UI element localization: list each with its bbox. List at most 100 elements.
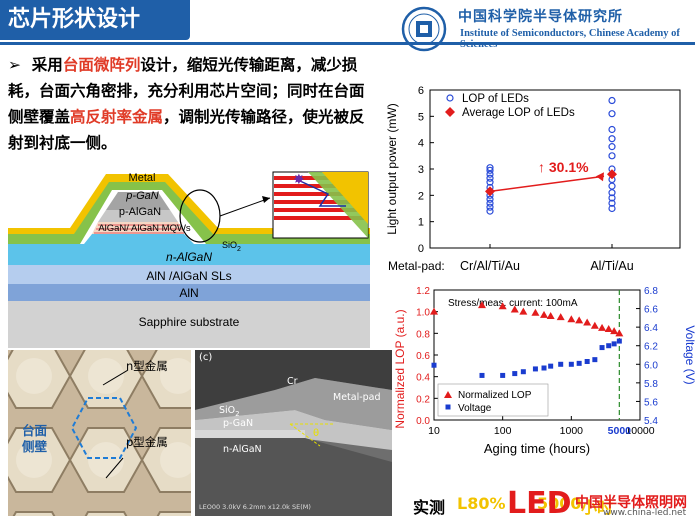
lop-point xyxy=(608,152,616,160)
lop-point xyxy=(608,182,616,190)
institute-logo-icon xyxy=(401,6,447,52)
description-paragraph: ➢ 采用台面微阵列设计，缩短光传输距离，减少损耗，台面六角密排，充分利用芯片空间… xyxy=(8,52,370,156)
y-tick-label: 1.0 xyxy=(416,308,430,319)
y-tick-label: 0.4 xyxy=(416,373,430,384)
lop-point xyxy=(486,207,494,215)
lop-point xyxy=(590,321,599,329)
y-tick-label: 4 xyxy=(418,138,424,150)
desc-text: 设计，缩短光传输距离，减少损耗，台面六角密排，充分利用芯片空间；同时在台面侧壁覆… xyxy=(8,56,365,126)
desc-highlight-mesa: 台面微阵列 xyxy=(62,56,141,74)
footer-banner: 实测 L80% 5000 小时 LED 中国半导体照明网 www.china-l… xyxy=(395,486,695,521)
legend-marker-lop xyxy=(444,391,452,398)
lop-point xyxy=(486,174,494,182)
legend-marker-lop xyxy=(446,94,454,102)
average-trend-line xyxy=(489,175,605,193)
lop-point xyxy=(556,313,565,321)
label-n-algan-sem: n-AlGaN xyxy=(223,444,262,455)
lop-point xyxy=(531,308,540,316)
voltage-point xyxy=(558,361,564,367)
y-tick-label: 0.0 xyxy=(416,416,430,427)
y-tick-label: 5 xyxy=(418,111,424,123)
institute-name-cn: 中国科学院半导体研究所 xyxy=(458,9,623,25)
x-tick-label: 1000 xyxy=(560,425,584,437)
x-tick-label: 10 xyxy=(428,425,440,437)
y-tick-label: 0.8 xyxy=(416,329,430,340)
footer-text: 实测 xyxy=(413,498,446,517)
emission-star-icon: ✸ xyxy=(293,172,305,188)
y2-axis-label: Voltage (V) xyxy=(683,325,695,384)
footer-hours-unit: 小时 xyxy=(581,498,614,517)
y-tick-label: 3 xyxy=(418,164,424,176)
label-p-algan: p-AlGaN xyxy=(118,206,162,218)
y2-tick-label: 5.4 xyxy=(644,416,658,427)
label-sls: AlN /AlGaN SLs xyxy=(146,269,232,283)
label-p-metal: p型金属 xyxy=(126,435,168,449)
voltage-point xyxy=(611,341,617,347)
slide-title: 芯片形状设计 xyxy=(0,0,190,40)
brand-logo-icon: LED xyxy=(507,486,572,521)
y-axis-label: Normalized LOP (a.u.) xyxy=(393,309,407,428)
label-mqw: AlGaN/ AlGaN MQWs xyxy=(98,223,191,234)
lop-point xyxy=(608,135,616,143)
label-metal: Metal xyxy=(128,172,156,184)
label-n-algan: n-AlGaN xyxy=(165,250,212,264)
legend-label-lop: LOP of LEDs xyxy=(462,93,529,105)
x-tick-label: 100 xyxy=(494,425,512,437)
lop-point xyxy=(486,166,494,174)
lop-point xyxy=(583,318,592,326)
lop-point xyxy=(608,204,616,213)
voltage-point xyxy=(500,372,506,378)
y-axis-label: Light output power (mW) xyxy=(385,103,399,234)
voltage-point xyxy=(512,371,518,377)
voltage-point xyxy=(479,372,485,378)
p-gan-layer xyxy=(106,192,170,210)
desc-highlight-metal: 高反射率金属 xyxy=(70,108,164,126)
lop-point xyxy=(598,323,607,331)
marker-label: 5000 xyxy=(608,425,632,437)
label-aln: AlN xyxy=(179,286,199,300)
voltage-point xyxy=(541,365,547,371)
footer-hours-value: 5000 xyxy=(537,494,582,513)
x-axis-label: Aging time (hours) xyxy=(484,441,590,456)
x-axis-label: Metal-pad: xyxy=(388,259,445,273)
y2-tick-label: 5.6 xyxy=(644,397,658,408)
hexagon-array-photo: n型金属 p型金属 台面 侧壁 xyxy=(8,350,191,516)
y2-tick-label: 6.8 xyxy=(644,286,658,297)
header-divider xyxy=(0,42,695,45)
voltage-point xyxy=(532,366,538,372)
y-tick-label: 1.2 xyxy=(416,286,430,297)
n-algan-layer xyxy=(8,244,370,265)
voltage-point xyxy=(576,360,582,366)
footer-l80: L80% xyxy=(457,494,506,513)
lop-point xyxy=(608,199,616,207)
lop-point xyxy=(498,302,507,310)
lop-point xyxy=(546,312,555,319)
increase-annotation: ↑ 30.1% xyxy=(538,159,589,175)
legend-marker-average xyxy=(445,107,455,117)
voltage-point xyxy=(548,363,554,369)
legend-label-voltage: Voltage xyxy=(458,403,492,414)
voltage-point xyxy=(616,338,622,344)
chart-title: Stress/meas. current: 100mA xyxy=(448,298,578,309)
label-mesa: 台面 xyxy=(22,423,48,438)
label-panel-c: (c) xyxy=(199,352,213,363)
voltage-point xyxy=(520,369,526,375)
label-cr: Cr xyxy=(287,376,298,387)
y-tick-label: 6 xyxy=(418,85,424,97)
y-tick-label: 0 xyxy=(418,243,424,255)
y2-tick-label: 6.4 xyxy=(644,323,658,334)
lop-point xyxy=(575,316,584,324)
x-tick-label: 10000 xyxy=(625,425,654,437)
sem-image xyxy=(195,350,392,516)
average-point xyxy=(607,169,617,180)
lop-point xyxy=(486,199,494,207)
brand-name: 中国半导体照明网 xyxy=(575,495,687,511)
y2-tick-label: 6.0 xyxy=(644,360,658,371)
trend-arrow-icon xyxy=(596,172,604,182)
aln-layer xyxy=(8,284,370,301)
legend-box xyxy=(437,383,549,417)
voltage-point xyxy=(584,359,590,364)
lop-point xyxy=(486,203,494,211)
hexagon-pattern xyxy=(8,350,191,516)
y2-tick-label: 6.6 xyxy=(644,305,658,316)
